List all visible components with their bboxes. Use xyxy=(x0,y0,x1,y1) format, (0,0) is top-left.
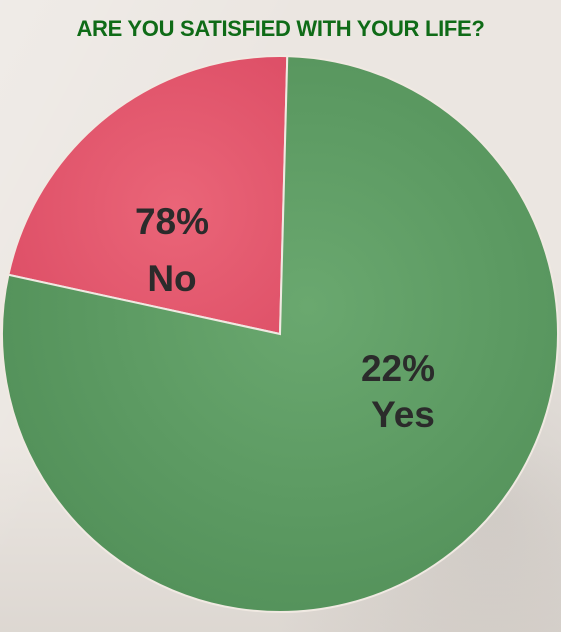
no-percent-label: 78% xyxy=(135,201,209,242)
yes-percent-label: 22% xyxy=(361,348,435,389)
yes-label: Yes xyxy=(371,394,435,435)
pie-slices xyxy=(1,55,559,613)
chart-title: ARE YOU SATISFIED WITH YOUR LIFE? xyxy=(76,16,485,41)
pie-slice-yes xyxy=(1,55,559,613)
pie-slice-no xyxy=(7,55,289,336)
no-label: No xyxy=(147,258,196,299)
